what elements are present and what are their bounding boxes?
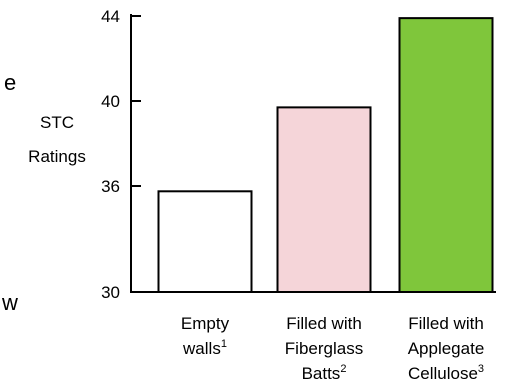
category-label: Cellulose3 bbox=[408, 363, 484, 383]
edge-text-fragment-1: e bbox=[4, 70, 16, 95]
category-label: Filled with bbox=[408, 314, 484, 333]
category-label: Empty bbox=[181, 314, 230, 333]
bars bbox=[157, 17, 494, 293]
edge-text-fragment-2: w bbox=[1, 290, 18, 315]
footnote-marker: 1 bbox=[221, 338, 227, 350]
y-axis-label-line-1: STC bbox=[40, 113, 74, 132]
category-label: Applegate bbox=[408, 339, 485, 358]
bar-3 bbox=[398, 17, 494, 293]
footnote-marker: 3 bbox=[478, 363, 484, 375]
bar-2 bbox=[276, 106, 372, 293]
footnote-marker: 2 bbox=[340, 363, 346, 375]
y-tick-label: 36 bbox=[101, 177, 120, 196]
y-axis-ticks: 30 36 40 44 bbox=[101, 7, 141, 302]
category-label: walls1 bbox=[182, 338, 227, 358]
y-tick-label: 44 bbox=[101, 7, 120, 26]
y-tick-label: 40 bbox=[101, 92, 120, 111]
category-label: Fiberglass bbox=[285, 339, 363, 358]
y-tick-label: 30 bbox=[101, 283, 120, 302]
category-labels: Empty walls1 Filled with Fiberglass Batts2 Fi… bbox=[181, 314, 484, 383]
bar-1 bbox=[157, 190, 253, 293]
category-label: Filled with bbox=[286, 314, 362, 333]
category-label: Batts2 bbox=[302, 363, 347, 383]
y-axis-label-line-2: Ratings bbox=[28, 147, 86, 166]
